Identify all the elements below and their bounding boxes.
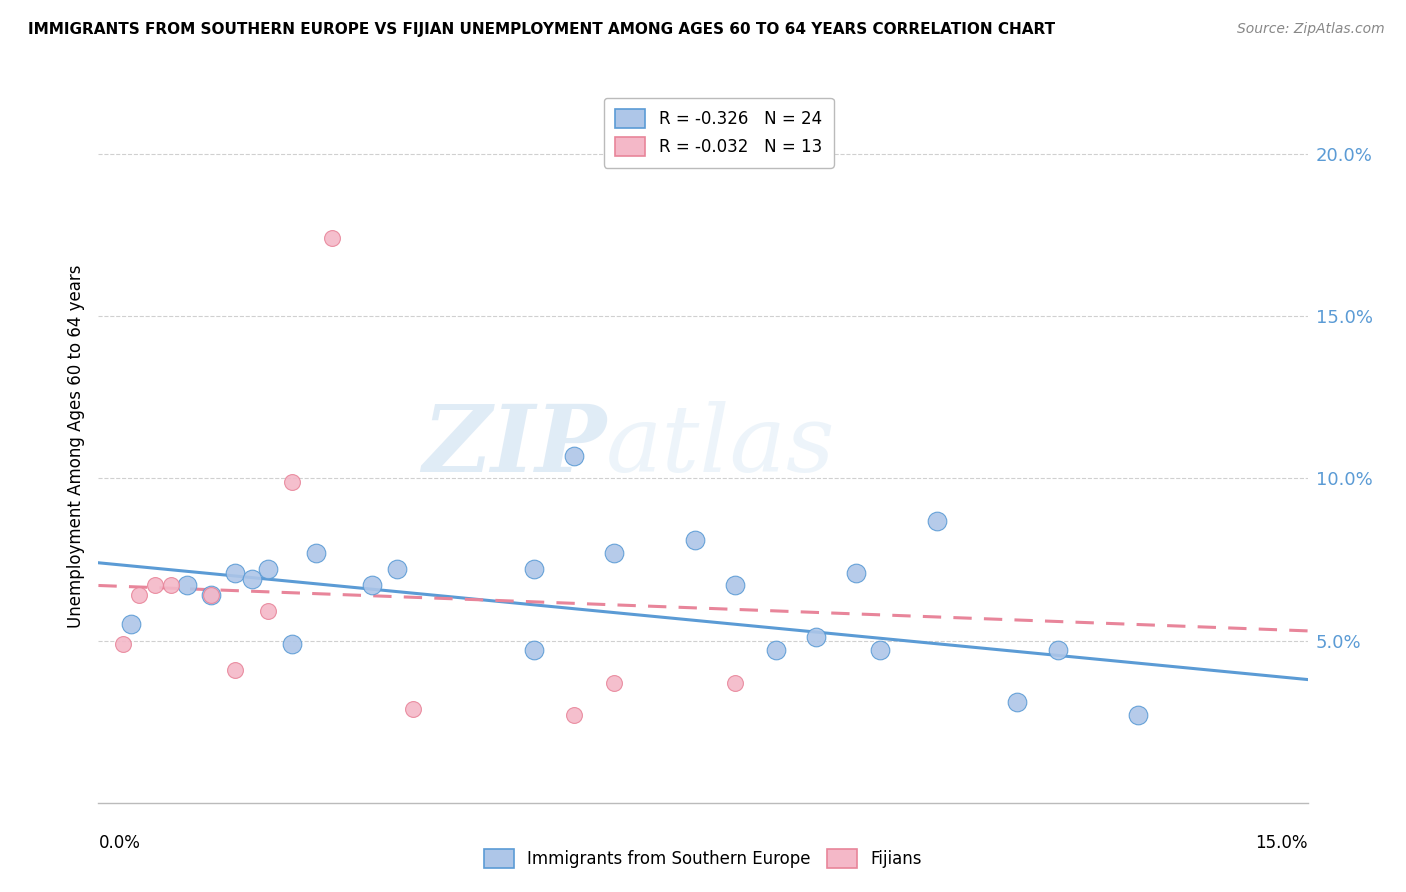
Point	[361, 578, 384, 592]
Text: 15.0%: 15.0%	[1256, 834, 1308, 852]
Point	[683, 533, 706, 547]
Point	[925, 514, 948, 528]
Point	[160, 578, 183, 592]
Point	[143, 578, 166, 592]
Point	[724, 675, 747, 690]
Text: 0.0%: 0.0%	[98, 834, 141, 852]
Point	[385, 562, 408, 576]
Point	[224, 566, 246, 580]
Point	[305, 546, 328, 560]
Legend: Immigrants from Southern Europe, Fijians: Immigrants from Southern Europe, Fijians	[477, 842, 929, 875]
Point	[281, 637, 304, 651]
Point	[200, 588, 222, 602]
Point	[256, 604, 278, 618]
Point	[281, 475, 304, 489]
Point	[603, 675, 626, 690]
Point	[176, 578, 198, 592]
Point	[845, 566, 868, 580]
Point	[603, 546, 626, 560]
Point	[111, 637, 134, 651]
Point	[128, 588, 150, 602]
Text: IMMIGRANTS FROM SOUTHERN EUROPE VS FIJIAN UNEMPLOYMENT AMONG AGES 60 TO 64 YEARS: IMMIGRANTS FROM SOUTHERN EUROPE VS FIJIA…	[28, 22, 1056, 37]
Point	[724, 578, 747, 592]
Point	[321, 231, 343, 245]
Point	[869, 643, 891, 657]
Point	[562, 708, 585, 723]
Point	[1128, 708, 1150, 723]
Point	[120, 617, 142, 632]
Point	[804, 631, 827, 645]
Point	[240, 572, 263, 586]
Text: ZIP: ZIP	[422, 401, 606, 491]
Text: atlas: atlas	[606, 401, 835, 491]
Point	[1046, 643, 1069, 657]
Legend: R = -0.326   N = 24, R = -0.032   N = 13: R = -0.326 N = 24, R = -0.032 N = 13	[603, 97, 834, 168]
Point	[523, 562, 546, 576]
Point	[1007, 695, 1029, 709]
Point	[523, 643, 546, 657]
Point	[224, 663, 246, 677]
Y-axis label: Unemployment Among Ages 60 to 64 years: Unemployment Among Ages 60 to 64 years	[66, 264, 84, 628]
Point	[765, 643, 787, 657]
Point	[562, 449, 585, 463]
Text: Source: ZipAtlas.com: Source: ZipAtlas.com	[1237, 22, 1385, 37]
Point	[402, 702, 425, 716]
Point	[256, 562, 278, 576]
Point	[200, 588, 222, 602]
